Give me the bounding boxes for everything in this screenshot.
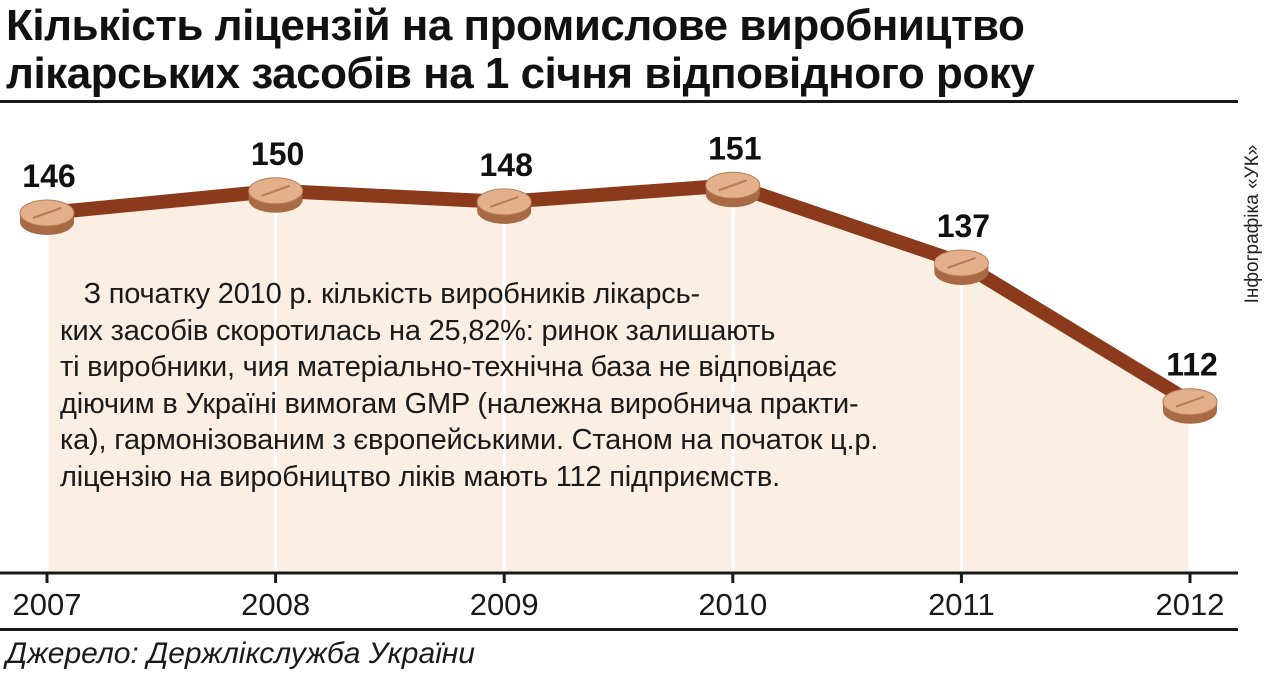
data-label: 112 (1166, 347, 1218, 383)
pill-icon (476, 188, 532, 224)
x-tick-label: 2012 (1156, 587, 1225, 622)
header-rule (0, 100, 1238, 103)
pill-icon (248, 177, 304, 213)
note-text: З початку 2010 р. кількість виробників л… (60, 276, 960, 495)
footer-rule (0, 628, 1238, 631)
data-label: 151 (708, 130, 761, 166)
data-label: 137 (937, 208, 990, 244)
data-label: 146 (22, 158, 75, 194)
note-line: ліцензію на виробництво ліків мають 112 … (60, 460, 780, 493)
series-line (40, 178, 1197, 409)
x-tick-label: 2009 (470, 587, 539, 622)
note-line: ті виробники, чия матеріально-технічна б… (60, 351, 837, 383)
data-label: 148 (480, 147, 533, 183)
title-line-1: Кількість ліцензій на промислове виробни… (6, 1, 1025, 50)
x-tick-label: 2007 (13, 587, 82, 622)
note-line: діючим в Україні вимогам GMP (належна ви… (60, 387, 859, 420)
title-line-2: лікарських засобів на 1 січня відповідно… (6, 49, 1035, 98)
pill-icon (1162, 388, 1218, 424)
data-label: 150 (251, 136, 304, 172)
pill-icon (933, 249, 989, 285)
pill-icon (705, 171, 761, 208)
note-line: З початку 2010 р. кількість виробників л… (60, 278, 701, 310)
x-tick-label: 2010 (698, 587, 767, 622)
area-fill (47, 185, 1190, 573)
note-line: ка), гармонізованим з європейськими. Ста… (60, 424, 879, 456)
credit-label: Інфографіка «УК» (1242, 144, 1263, 304)
note-line: ких засобів скоротилась на 25,82%: ринок… (60, 314, 776, 347)
source-label: Джерело: Держлікслужба України (6, 637, 475, 670)
pill-icon (19, 199, 75, 235)
x-tick-label: 2008 (241, 587, 310, 622)
chart-area: 2007 2008 2009 2010 2011 2012 146 150 148 151 137 1… (0, 130, 1238, 622)
chart-title: Кількість ліцензій на промислове виробни… (6, 2, 1236, 98)
x-tick-label: 2011 (928, 587, 995, 622)
